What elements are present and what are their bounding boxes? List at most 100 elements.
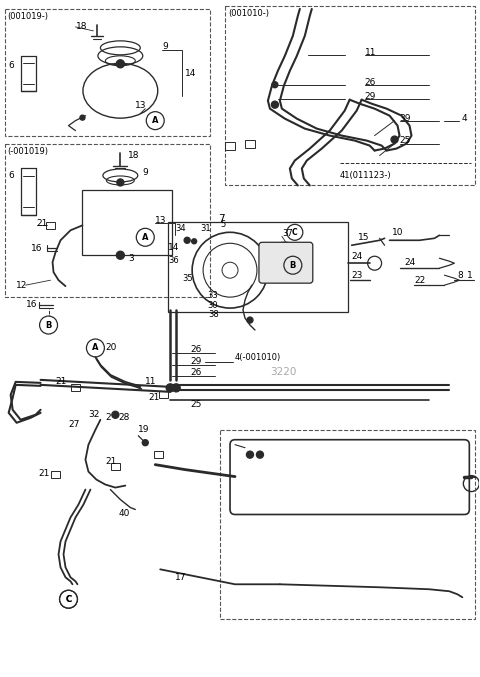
Text: 18: 18 bbox=[128, 151, 140, 160]
Text: 41(011123-): 41(011123-) bbox=[340, 171, 391, 180]
Text: 4: 4 bbox=[461, 114, 467, 123]
Text: 12: 12 bbox=[16, 281, 27, 290]
Bar bbox=[5, 9, 210, 135]
Text: 25: 25 bbox=[399, 136, 411, 145]
Bar bbox=[51, 471, 60, 478]
Text: 13: 13 bbox=[135, 101, 147, 110]
Text: 27: 27 bbox=[69, 420, 80, 429]
Text: 29: 29 bbox=[365, 92, 376, 101]
Circle shape bbox=[142, 439, 148, 445]
Text: 14: 14 bbox=[185, 69, 196, 79]
Text: B: B bbox=[289, 261, 296, 269]
Text: A: A bbox=[142, 233, 148, 242]
Bar bbox=[159, 391, 168, 398]
Text: 29: 29 bbox=[190, 357, 202, 366]
Circle shape bbox=[247, 317, 253, 323]
Text: 26: 26 bbox=[190, 368, 202, 377]
Bar bbox=[5, 144, 210, 297]
FancyBboxPatch shape bbox=[259, 242, 313, 283]
Text: 3220: 3220 bbox=[270, 367, 296, 377]
Text: (001019-): (001019-) bbox=[8, 12, 48, 22]
Text: 20: 20 bbox=[106, 343, 117, 353]
Text: 22: 22 bbox=[415, 276, 426, 284]
Text: (001010-): (001010-) bbox=[228, 9, 269, 18]
Text: 10: 10 bbox=[392, 227, 403, 237]
Text: 33: 33 bbox=[207, 290, 218, 300]
Text: C: C bbox=[65, 594, 72, 604]
Text: 16: 16 bbox=[31, 244, 42, 253]
Circle shape bbox=[80, 115, 85, 120]
Text: 21: 21 bbox=[36, 219, 48, 228]
Circle shape bbox=[166, 384, 174, 392]
Text: 40: 40 bbox=[119, 509, 130, 518]
Circle shape bbox=[247, 451, 253, 458]
Circle shape bbox=[116, 251, 124, 259]
Bar bbox=[245, 139, 255, 148]
Circle shape bbox=[184, 238, 190, 243]
Text: 21: 21 bbox=[38, 469, 50, 478]
Bar bbox=[168, 222, 348, 312]
Text: 6: 6 bbox=[9, 171, 14, 180]
Text: 25: 25 bbox=[190, 400, 202, 410]
Text: 2: 2 bbox=[106, 413, 111, 422]
Bar bbox=[71, 385, 80, 391]
Bar bbox=[220, 430, 475, 619]
Text: 30: 30 bbox=[207, 301, 218, 309]
Text: 23: 23 bbox=[352, 271, 363, 280]
Text: 16: 16 bbox=[25, 300, 37, 309]
Text: 17: 17 bbox=[175, 573, 187, 582]
Circle shape bbox=[391, 136, 398, 143]
Text: A: A bbox=[152, 116, 158, 125]
Text: 38: 38 bbox=[208, 309, 219, 319]
Bar bbox=[83, 190, 172, 255]
Text: 1: 1 bbox=[468, 271, 473, 280]
Text: 11: 11 bbox=[145, 377, 157, 387]
Circle shape bbox=[116, 60, 124, 68]
Text: 19: 19 bbox=[138, 425, 150, 434]
Bar bbox=[46, 222, 55, 229]
Bar bbox=[154, 451, 163, 458]
Text: 21: 21 bbox=[56, 377, 67, 387]
Circle shape bbox=[172, 384, 180, 392]
Bar bbox=[225, 141, 235, 150]
Text: 26: 26 bbox=[190, 345, 202, 355]
Text: 8: 8 bbox=[457, 271, 463, 280]
Circle shape bbox=[272, 82, 278, 88]
Text: 7: 7 bbox=[218, 215, 225, 224]
Text: 3: 3 bbox=[128, 254, 134, 263]
Text: 15: 15 bbox=[358, 233, 369, 242]
Bar bbox=[225, 6, 475, 185]
Text: 13: 13 bbox=[155, 216, 167, 225]
Text: 39: 39 bbox=[399, 114, 411, 123]
Text: A: A bbox=[92, 343, 99, 353]
Text: 21: 21 bbox=[106, 457, 117, 466]
Circle shape bbox=[117, 179, 124, 186]
Text: 28: 28 bbox=[119, 413, 130, 422]
Text: 37: 37 bbox=[282, 229, 293, 238]
Circle shape bbox=[112, 412, 119, 418]
Text: 9: 9 bbox=[142, 168, 148, 177]
Circle shape bbox=[192, 239, 197, 244]
Text: 34: 34 bbox=[175, 224, 186, 233]
Text: 9: 9 bbox=[162, 43, 168, 51]
Text: 21: 21 bbox=[148, 393, 160, 402]
Text: 36: 36 bbox=[168, 256, 179, 265]
Text: 18: 18 bbox=[75, 22, 87, 31]
Text: 31: 31 bbox=[200, 224, 211, 233]
Text: 26: 26 bbox=[365, 79, 376, 87]
Circle shape bbox=[271, 101, 278, 108]
Text: 4(-001010): 4(-001010) bbox=[235, 353, 281, 362]
Circle shape bbox=[256, 451, 264, 458]
Text: 35: 35 bbox=[182, 274, 193, 283]
Bar bbox=[111, 463, 120, 470]
Text: 5: 5 bbox=[220, 220, 225, 229]
Text: 11: 11 bbox=[365, 48, 376, 58]
Text: 14: 14 bbox=[168, 243, 180, 252]
Text: 32: 32 bbox=[88, 410, 100, 419]
Text: C: C bbox=[65, 594, 72, 604]
Text: B: B bbox=[46, 320, 52, 330]
Text: C: C bbox=[292, 227, 298, 237]
Text: (-001019): (-001019) bbox=[8, 147, 48, 156]
Text: 24: 24 bbox=[352, 252, 363, 261]
Text: 24: 24 bbox=[405, 258, 416, 267]
